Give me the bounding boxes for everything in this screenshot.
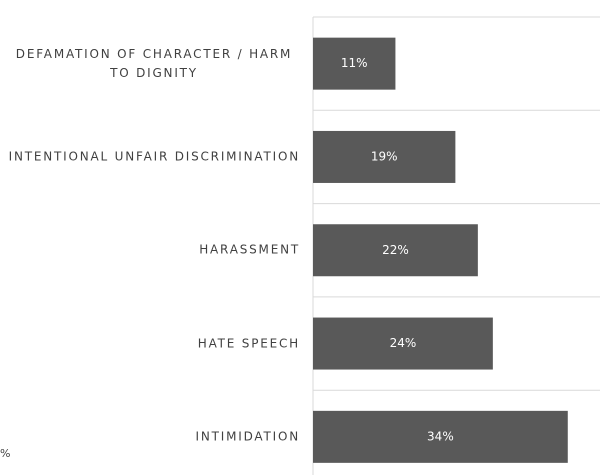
category-label: DEFAMATION OF CHARACTER / HARM TO DIGNIT… bbox=[15, 46, 293, 80]
annotation: % bbox=[0, 447, 11, 460]
bar bbox=[313, 317, 493, 370]
bar bbox=[313, 224, 478, 277]
value-label: 34% bbox=[427, 429, 454, 443]
bar bbox=[313, 130, 456, 183]
category-label: INTENTIONAL UNFAIR DISCRIMINATION bbox=[8, 149, 300, 164]
value-label: 11% bbox=[341, 56, 368, 70]
value-label: 24% bbox=[390, 336, 417, 350]
bar bbox=[313, 410, 568, 463]
category-label: INTIMIDATION bbox=[195, 429, 300, 444]
category-label: HARASSMENT bbox=[199, 242, 300, 257]
value-label: 22% bbox=[382, 243, 409, 257]
value-label: 19% bbox=[371, 149, 398, 163]
bar bbox=[313, 37, 396, 90]
category-label: HATE SPEECH bbox=[197, 336, 300, 351]
